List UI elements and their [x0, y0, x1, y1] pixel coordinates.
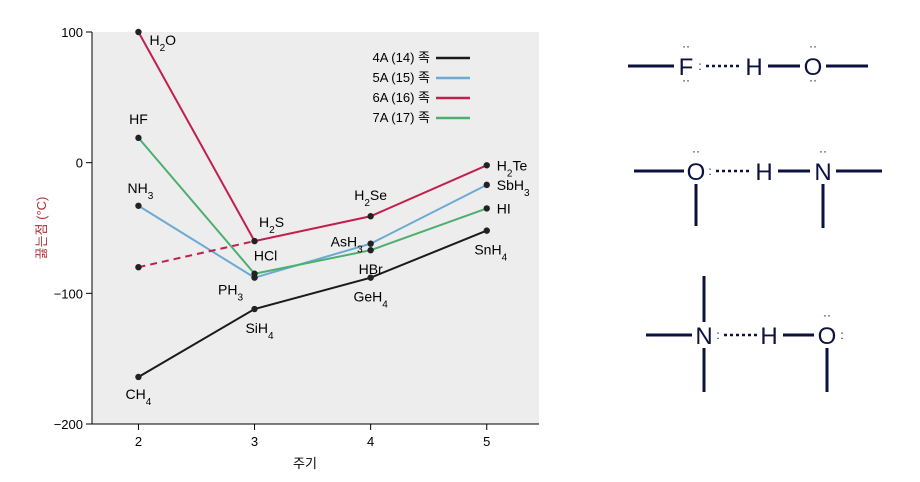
data-point	[135, 202, 142, 209]
data-point	[367, 247, 374, 254]
data-point	[367, 274, 374, 281]
atom-symbol: N	[695, 323, 712, 350]
atom-symbol: O	[818, 323, 837, 350]
data-point	[251, 270, 258, 277]
lone-pair-dots: ··	[809, 39, 817, 53]
data-point	[483, 181, 490, 189]
data-point	[135, 28, 142, 36]
lone-pair-dots: :	[840, 328, 843, 342]
point-label: HF	[129, 111, 148, 127]
data-point	[251, 305, 258, 313]
hbond-diagram-3: N : H O ·· :	[646, 276, 844, 392]
lone-pair-dots: ··	[682, 73, 690, 87]
y-tick-label: 100	[61, 25, 83, 40]
data-point	[135, 264, 142, 271]
legend-label: 5A (15) 족	[373, 70, 431, 85]
point-label: SnH4	[474, 242, 507, 264]
atom-symbol: H	[745, 54, 762, 81]
lone-pair-dots: :	[698, 59, 701, 73]
lone-pair-dots: ··	[809, 73, 817, 87]
hbond-diagram-2: O ·· : H N ··	[634, 144, 882, 228]
x-tick-label: 4	[367, 434, 374, 449]
y-axis-title: 끓는점 (°C)	[34, 197, 49, 260]
x-ticks: 2 3 4 5	[135, 424, 490, 449]
point-label: H2S	[259, 214, 284, 236]
hbond-diagram-1: F ·· ·· : H O ·· ··	[628, 39, 868, 87]
data-point	[135, 134, 142, 142]
atom-symbol: O	[687, 159, 706, 186]
series-points	[135, 28, 490, 381]
x-tick-label: 2	[135, 434, 142, 449]
series-line	[137, 137, 488, 275]
lone-pair-dots: ··	[823, 308, 831, 322]
x-tick-label: 3	[251, 434, 258, 449]
data-point	[483, 227, 490, 234]
point-label: CH4	[126, 386, 152, 408]
legend-label: 6A (16) 족	[373, 90, 431, 105]
atom-symbol: O	[804, 54, 823, 81]
point-label: H2Se	[354, 187, 387, 209]
point-label: HCl	[254, 248, 277, 264]
point-label: H2Te	[497, 157, 528, 179]
data-point	[483, 205, 490, 212]
point-label: HBr	[359, 261, 383, 277]
legend-label: 7A (17) 족	[373, 110, 431, 125]
lone-pair-dots: ··	[692, 144, 700, 158]
point-label: GeH4	[353, 289, 388, 311]
point-label: SbH3	[497, 177, 530, 199]
point-label: H2O	[149, 32, 176, 54]
data-point	[367, 240, 374, 247]
y-tick-label: 0	[76, 156, 83, 171]
atom-symbol: H	[760, 323, 777, 350]
point-label: PH3	[218, 282, 243, 304]
y-tick-label: −100	[54, 286, 83, 301]
x-tick-label: 5	[483, 434, 490, 449]
data-point	[483, 162, 490, 169]
x-axis-title: 주기	[293, 456, 317, 471]
atom-symbol: H	[755, 159, 772, 186]
point-label: HI	[497, 200, 511, 216]
atom-symbol: N	[814, 159, 831, 186]
boiling-point-chart: 100 0 −100 −200 2 3 4 5 끓는점 (°C) 주기 CH4 SiH4 GeH…	[34, 25, 539, 471]
legend: 4A (14) 족 5A (15) 족 6A (16) 족 7A (17) 족	[373, 50, 470, 125]
y-tick-label: −200	[54, 417, 83, 432]
data-point	[251, 237, 258, 245]
series-labels: CH4 SiH4 GeH4 SnH4 NH3 PH3 AsH3 SbH3 H2O H2S H2Se H…	[126, 32, 530, 407]
lone-pair-dots: :	[708, 164, 711, 178]
point-label: AsH3	[331, 234, 363, 256]
point-label: SiH4	[245, 320, 274, 342]
y-ticks: 100 0 −100 −200	[54, 25, 92, 432]
legend-label: 4A (14) 족	[373, 50, 431, 65]
data-point	[367, 213, 374, 220]
lone-pair-dots: ··	[819, 144, 827, 158]
series-line	[137, 31, 488, 243]
series-extrapolation-line	[138, 240, 255, 269]
series-line	[137, 229, 488, 378]
lone-pair-dots: :	[716, 328, 719, 342]
lone-pair-dots: ··	[682, 39, 690, 53]
series-line	[137, 183, 488, 279]
atom-symbol: F	[679, 54, 694, 81]
point-label: NH3	[128, 180, 154, 202]
hydrogen-bond-diagrams: F ·· ·· : H O ·· ·· O ·· : H N ·· N : H …	[628, 39, 882, 392]
series-lines	[137, 31, 488, 378]
data-point	[135, 373, 142, 381]
